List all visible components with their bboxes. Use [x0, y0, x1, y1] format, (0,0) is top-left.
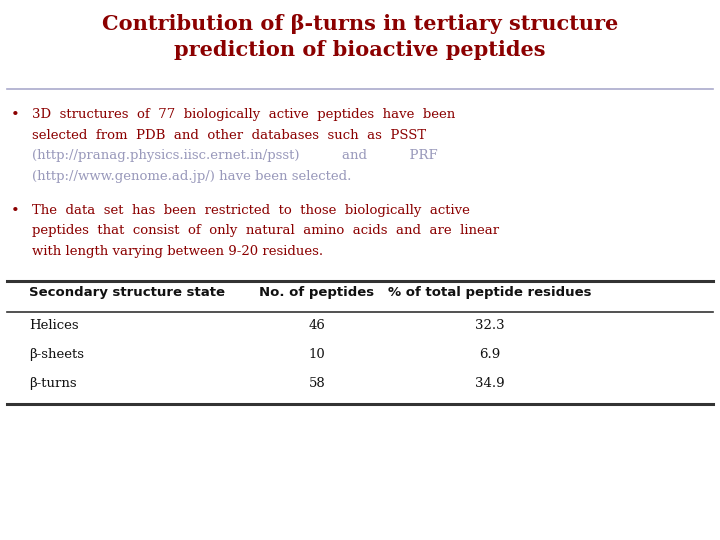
Text: 46: 46	[308, 319, 325, 332]
Text: 10: 10	[308, 348, 325, 361]
Text: with length varying between 9-20 residues.: with length varying between 9-20 residue…	[32, 245, 323, 258]
Text: 6.9: 6.9	[479, 348, 500, 361]
Text: selected  from  PDB  and  other  databases  such  as  PSST: selected from PDB and other databases su…	[32, 129, 426, 141]
Text: β-sheets: β-sheets	[29, 348, 84, 361]
Text: No. of peptides: No. of peptides	[259, 286, 374, 299]
Text: β-turns: β-turns	[29, 377, 76, 390]
Text: 58: 58	[308, 377, 325, 390]
Text: peptides  that  consist  of  only  natural  amino  acids  and  are  linear: peptides that consist of only natural am…	[32, 224, 500, 237]
Text: Secondary structure state: Secondary structure state	[29, 286, 225, 299]
Text: Helices: Helices	[29, 319, 78, 332]
Text: % of total peptide residues: % of total peptide residues	[388, 286, 591, 299]
Text: The  data  set  has  been  restricted  to  those  biologically  active: The data set has been restricted to thos…	[32, 204, 470, 217]
Text: •: •	[11, 108, 19, 122]
Text: (http://www.genome.ad.jp/) have been selected.: (http://www.genome.ad.jp/) have been sel…	[32, 170, 352, 183]
Text: Contribution of β-turns in tertiary structure
prediction of bioactive peptides: Contribution of β-turns in tertiary stru…	[102, 14, 618, 60]
Text: •: •	[11, 204, 19, 218]
Text: 32.3: 32.3	[474, 319, 505, 332]
Text: (http://pranag.physics.iisc.ernet.in/psst)          and          PRF: (http://pranag.physics.iisc.ernet.in/pss…	[32, 149, 438, 162]
Text: 3D  structures  of  77  biologically  active  peptides  have  been: 3D structures of 77 biologically active …	[32, 108, 456, 121]
Text: 34.9: 34.9	[474, 377, 505, 390]
